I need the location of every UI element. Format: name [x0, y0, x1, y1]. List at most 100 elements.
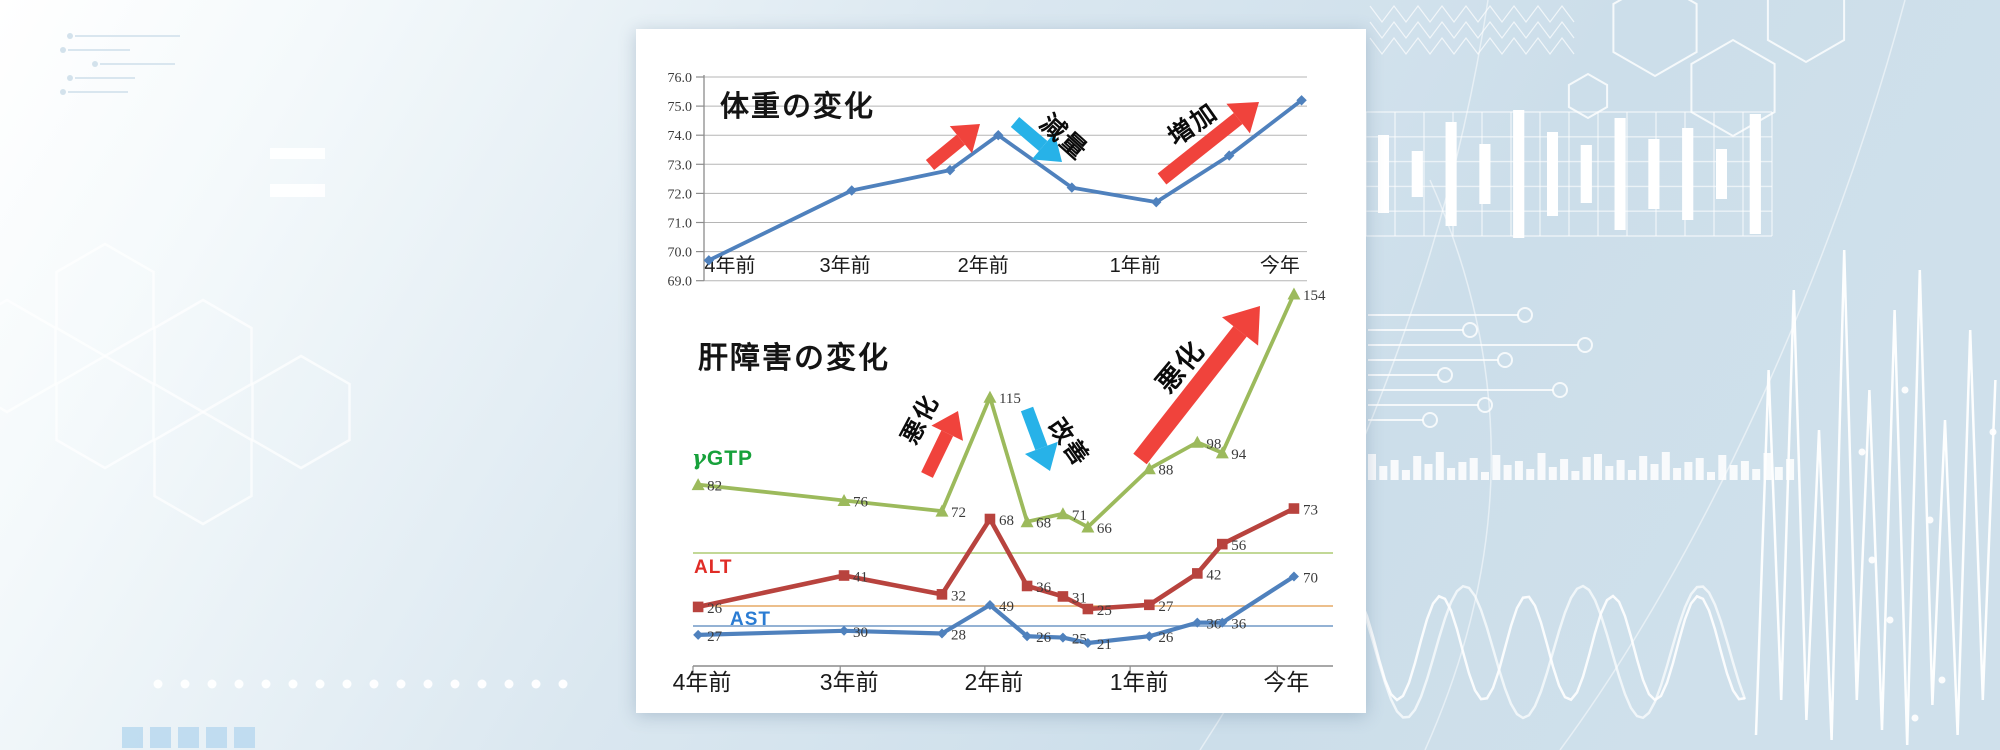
data-point-marker [1144, 599, 1155, 611]
annotation-arrow [1133, 326, 1247, 465]
circuit-node [67, 33, 73, 39]
data-point-marker [1216, 538, 1228, 550]
histogram-bar [1413, 456, 1422, 480]
data-label: 36 [1231, 617, 1247, 633]
data-label: 36 [1036, 580, 1052, 596]
equalizer-bar [1580, 145, 1592, 203]
equalizer-bar [1378, 135, 1389, 213]
data-point-marker [1296, 95, 1307, 106]
equalizer-bar [1614, 118, 1626, 230]
data-label: 21 [1097, 637, 1112, 653]
data-label: 28 [951, 628, 966, 644]
histogram-bar [1435, 452, 1444, 480]
data-point-marker [1056, 507, 1070, 520]
hexagon-shape [1766, 0, 1846, 64]
dot [234, 679, 244, 689]
data-label: 66 [1097, 521, 1113, 537]
dot [504, 679, 514, 689]
histogram-bar [1526, 469, 1535, 480]
histogram-bar [1401, 470, 1410, 480]
dot [315, 679, 325, 689]
histogram-bar [1695, 458, 1704, 480]
annotation-arrow-head [1024, 441, 1058, 471]
data-point-marker [984, 513, 996, 525]
data-point-marker [839, 625, 850, 636]
data-label: 68 [999, 513, 1014, 529]
x-tick-label: 3年前 [820, 669, 879, 695]
series-label-ast: AST [730, 609, 771, 630]
histogram-bar [1447, 468, 1456, 480]
data-label: 154 [1303, 288, 1326, 304]
histogram-bar [1740, 461, 1749, 480]
circuit-node [67, 75, 73, 81]
data-label: 115 [999, 391, 1021, 407]
y-tick-label: 74.0 [668, 129, 693, 144]
y-tick-label: 75.0 [668, 100, 693, 115]
histogram-bar [1458, 462, 1467, 480]
histogram-bar [1368, 454, 1376, 480]
data-point-marker [936, 589, 948, 600]
histogram-bar [1707, 472, 1715, 480]
equalizer-bar [1445, 122, 1457, 226]
sine-wave [1354, 594, 1746, 702]
dot [450, 679, 460, 689]
data-point-marker [1192, 568, 1203, 579]
annotation-arrow [1157, 113, 1243, 185]
circuit-node [1462, 322, 1478, 338]
data-point-marker [1190, 435, 1204, 448]
histogram-bar [1774, 467, 1783, 480]
sweep-curve [1559, 0, 1906, 750]
data-point-marker [1224, 150, 1235, 161]
liver-chart: 4年前 3年前 2年前 1年前 今年 82 76 72 115 68 71 66 88 98 94 154 26… [673, 287, 1333, 695]
data-label: 30 [853, 625, 868, 641]
x-tick-label: 今年 [1260, 254, 1300, 277]
data-point-marker [1192, 617, 1203, 628]
circuit-node [92, 61, 98, 67]
chart-panel: 76.0 75.0 74.0 73.0 72.0 71.0 70.0 69.0 4年前 3年前 2年… [636, 29, 1366, 713]
histogram-bar [1481, 472, 1489, 480]
annotation-arrow-head [949, 124, 980, 154]
data-point-marker [984, 600, 995, 611]
data-point-marker [838, 570, 850, 581]
histogram-bar [1786, 459, 1795, 480]
histogram-bar [1673, 468, 1682, 480]
data-point-marker [1081, 520, 1095, 533]
histogram-bar [1492, 455, 1501, 480]
circuit-node [1437, 367, 1453, 383]
dot [207, 679, 217, 689]
data-label: 70 [1303, 571, 1318, 587]
dot [342, 679, 352, 689]
circuit-node [1422, 412, 1438, 428]
equalizer-bar [1479, 144, 1491, 204]
data-point-marker [936, 628, 947, 639]
dot [288, 679, 298, 689]
histogram-bar [1379, 466, 1388, 480]
x-tick-label: 4年前 [673, 669, 732, 695]
hexagon-shape [1567, 72, 1609, 120]
weight-chart-title: 体重の変化 [720, 91, 876, 123]
data-label: 73 [1303, 503, 1318, 519]
dot [477, 679, 487, 689]
dot [558, 679, 568, 689]
data-point-marker [1217, 617, 1228, 628]
annotation-arrow [1010, 117, 1048, 151]
histogram-bar [1627, 470, 1636, 480]
circuit-node [1517, 307, 1533, 323]
data-label: 26 [1036, 630, 1052, 646]
histogram-bar [1752, 469, 1761, 480]
data-point-marker [1022, 631, 1033, 642]
hexagon-shape [1690, 38, 1776, 138]
data-label: 25 [1072, 632, 1087, 648]
histogram-bar [1548, 467, 1557, 480]
data-label: 32 [951, 588, 966, 604]
histogram-bar [1571, 471, 1580, 480]
sine-wave [1353, 584, 1747, 720]
x-tick-label: 4年前 [704, 254, 755, 277]
histogram-bar [1605, 466, 1614, 480]
mesh-zigzag [1369, 37, 1575, 55]
data-point-marker [1021, 580, 1033, 592]
equalizer-bar [1749, 114, 1761, 234]
data-label: 27 [1158, 599, 1174, 615]
annotation-arrow-head [931, 411, 964, 441]
annotation-arrow [925, 134, 966, 171]
